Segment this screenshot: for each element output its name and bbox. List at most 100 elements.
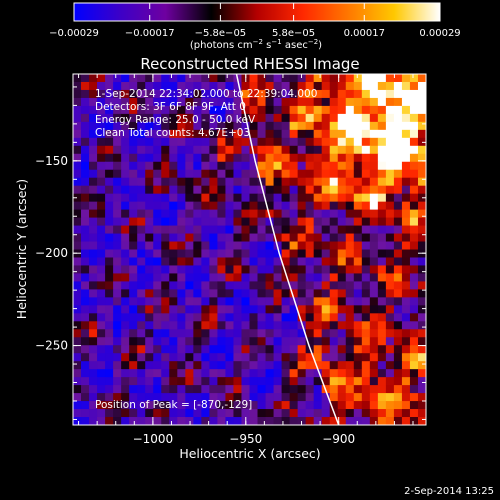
- heatmap-cell: [169, 321, 178, 330]
- heatmap-cell: [273, 74, 282, 83]
- heatmap-cell: [233, 193, 242, 203]
- heatmap-cell: [329, 249, 339, 258]
- heatmap-cell: [209, 393, 218, 402]
- heatmap-cell: [209, 161, 218, 171]
- heatmap-cell: [129, 209, 138, 218]
- heatmap-cell: [241, 89, 250, 99]
- heatmap-cell: [265, 209, 274, 218]
- heatmap-cell: [377, 401, 387, 410]
- heatmap-cell: [393, 249, 403, 258]
- heatmap-cell: [305, 353, 315, 362]
- heatmap-cell: [249, 193, 258, 203]
- heatmap-cell: [225, 97, 234, 107]
- heatmap-cell: [73, 385, 82, 394]
- heatmap-cell: [153, 185, 162, 195]
- heatmap-cell: [265, 361, 274, 370]
- heatmap-cell: [185, 393, 194, 402]
- heatmap-cell: [369, 201, 379, 211]
- heatmap-cell: [297, 369, 307, 378]
- heatmap-cell: [137, 353, 146, 362]
- heatmap-cell: [273, 337, 282, 346]
- heatmap-cell: [361, 137, 371, 147]
- heatmap-cell: [249, 241, 258, 250]
- heatmap-cell: [305, 361, 315, 370]
- heatmap-cell: [169, 121, 178, 131]
- heatmap-cell: [409, 313, 419, 322]
- heatmap-cell: [305, 81, 315, 91]
- heatmap-cell: [321, 225, 331, 234]
- heatmap-cell: [209, 121, 218, 131]
- heatmap-cell: [401, 121, 411, 131]
- heatmap-cell: [137, 345, 146, 354]
- heatmap-cell: [177, 361, 186, 370]
- heatmap-cell: [217, 409, 226, 418]
- heatmap-cell: [265, 74, 274, 83]
- heatmap-cell: [97, 89, 106, 99]
- heatmap-cell: [297, 209, 307, 218]
- heatmap-cell: [353, 209, 363, 218]
- heatmap-cell: [305, 121, 315, 131]
- heatmap-cell: [169, 337, 178, 346]
- heatmap-cell: [249, 369, 258, 378]
- heatmap-cell: [97, 337, 106, 346]
- heatmap-cell: [417, 209, 426, 218]
- heatmap-cell: [305, 393, 315, 402]
- heatmap-cell: [217, 121, 226, 131]
- heatmap-cell: [281, 97, 291, 107]
- heatmap-cell: [177, 105, 186, 115]
- heatmap-cell: [273, 329, 282, 338]
- heatmap-cell: [281, 337, 291, 346]
- heatmap-cell: [137, 81, 146, 91]
- heatmap-cell: [377, 105, 387, 115]
- heatmap-cell: [193, 209, 202, 218]
- heatmap-cell: [273, 129, 282, 139]
- heatmap-cell: [145, 137, 154, 147]
- heatmap-cell: [273, 137, 282, 147]
- heatmap-cell: [177, 129, 186, 139]
- heatmap-cell: [345, 265, 355, 274]
- heatmap-cell: [193, 265, 202, 274]
- heatmap-cell: [369, 81, 379, 91]
- heatmap-cell: [217, 361, 226, 370]
- heatmap-cell: [129, 369, 138, 378]
- heatmap-cell: [113, 89, 122, 99]
- heatmap-cell: [321, 353, 331, 362]
- heatmap-cell: [121, 177, 130, 187]
- heatmap-cell: [257, 137, 266, 147]
- heatmap-cell: [177, 89, 186, 99]
- heatmap-cell: [385, 313, 395, 322]
- heatmap-cell: [297, 329, 307, 338]
- heatmap-cell: [353, 329, 363, 338]
- heatmap-cell: [369, 377, 379, 386]
- heatmap-cell: [249, 89, 258, 99]
- heatmap-cell: [185, 273, 194, 282]
- heatmap-cell: [73, 153, 82, 163]
- heatmap-cell: [361, 161, 371, 171]
- heatmap-cell: [337, 265, 347, 274]
- heatmap-cell: [73, 121, 82, 131]
- heatmap-cell: [185, 89, 194, 99]
- heatmap-cell: [97, 145, 106, 155]
- heatmap-cell: [233, 273, 242, 282]
- heatmap-cell: [393, 129, 403, 139]
- heatmap-cell: [105, 217, 114, 226]
- heatmap-cell: [257, 113, 266, 123]
- heatmap-cell: [217, 97, 226, 107]
- heatmap-cell: [105, 377, 114, 386]
- heatmap-cell: [153, 281, 162, 290]
- heatmap-cell: [209, 297, 218, 306]
- heatmap-cell: [409, 273, 419, 282]
- heatmap-cell: [185, 121, 194, 131]
- heatmap-cell: [177, 385, 186, 394]
- heatmap-cell: [417, 193, 426, 203]
- heatmap-cell: [209, 289, 218, 298]
- heatmap-cell: [97, 105, 106, 115]
- colorbar-tick-label: −0.00017: [125, 28, 175, 39]
- heatmap-cell: [393, 289, 403, 298]
- heatmap-cell: [329, 361, 339, 370]
- heatmap-cell: [89, 201, 98, 211]
- heatmap-cell: [201, 377, 210, 386]
- heatmap-cell: [313, 313, 323, 322]
- heatmap-cell: [337, 401, 347, 410]
- heatmap-cell: [385, 385, 395, 394]
